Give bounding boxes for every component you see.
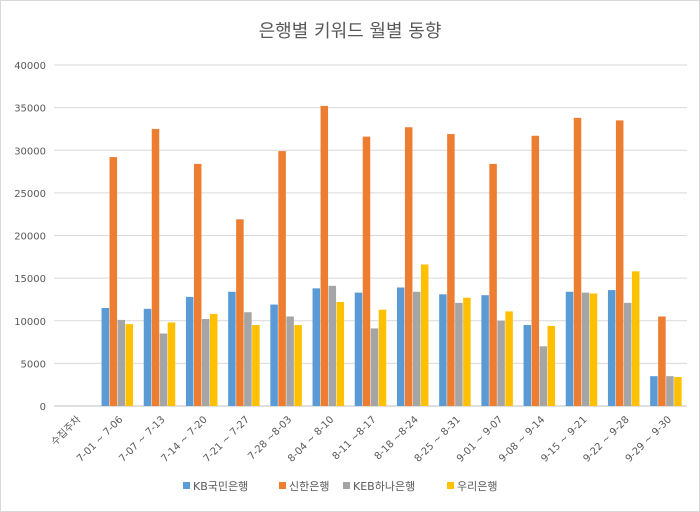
y-tick-label: 25000 [14,189,46,200]
bar [666,376,674,406]
y-tick-label: 0 [40,402,46,413]
bar [312,288,321,406]
legend-swatch [447,482,454,489]
y-tick-label: 10000 [14,317,46,328]
legend-swatch [183,482,190,489]
bar [658,316,666,406]
bar [447,134,455,407]
bar [117,319,126,406]
legend-label: KEB하나은행 [353,479,415,493]
x-tick-label: 8-11 ~8-17 [331,414,379,462]
gridlines [54,64,687,407]
bar [278,151,286,406]
y-tick-label: 20000 [14,232,46,243]
bar [270,304,278,406]
bar [193,163,202,406]
bar [412,291,421,406]
y-axis-ticks: 0 5000 10000 15000 20000 25000 30000 35000 40000 [14,61,46,413]
chart-title: 은행별 키워드 월별 동향 [259,21,442,42]
bar [125,324,134,406]
y-tick-label: 30000 [14,146,46,157]
bar [547,325,556,406]
legend-label: 신한은행 [289,480,329,493]
bar [481,295,489,406]
bar [362,136,371,407]
x-tick-label: 수집주차 [49,414,84,449]
legend-swatch [279,482,286,489]
bar [143,308,152,406]
bar [209,313,218,406]
bar [489,163,497,406]
bar [252,325,260,406]
bar [101,307,110,406]
bar [565,291,574,406]
y-tick-label: 40000 [14,61,46,72]
bar [109,157,118,406]
bar [370,328,379,406]
bar [294,325,302,406]
bar [607,290,616,406]
bar [336,301,345,406]
y-tick-label: 5000 [21,359,46,370]
bar [589,293,598,406]
bar [523,325,532,406]
bar [228,291,236,406]
bar [320,105,329,407]
bar [404,127,413,407]
bar [420,264,429,406]
bar [650,376,658,406]
legend-label: 우리은행 [457,480,497,493]
bar [151,128,160,406]
bar [354,292,363,406]
legend-label: KB국민은행 [193,480,248,493]
bar [396,287,405,406]
bar [463,297,471,406]
bar [378,309,387,406]
bar [201,319,210,406]
bar [244,312,252,406]
bar [236,219,244,406]
bar [286,316,294,406]
y-tick-label: 35000 [14,104,46,115]
bar [185,296,194,406]
y-tick-label: 15000 [14,274,46,285]
bar [623,302,632,406]
bar [439,294,447,406]
bar [531,135,540,406]
bars [101,105,682,407]
bar [455,302,463,406]
bar [581,292,590,406]
bar [573,117,582,406]
bar [328,285,337,406]
bar [505,311,513,406]
legend: KB국민은행 신한은행 KEB하나은행 우리은행 [183,479,497,493]
bar [497,320,505,406]
bar [167,322,176,406]
bar [631,271,640,406]
bar [615,120,624,406]
legend-swatch [343,482,350,489]
bar [674,377,682,406]
bar [539,346,548,406]
bar [159,333,168,406]
